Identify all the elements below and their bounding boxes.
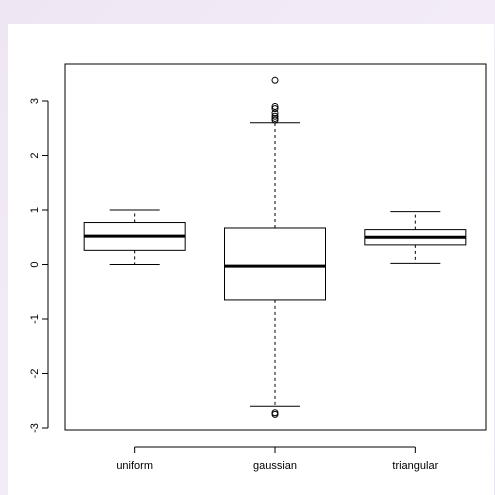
y-tick-label: 1 xyxy=(29,207,41,213)
box-uniform xyxy=(83,209,186,265)
outlier-point xyxy=(271,76,279,84)
box-gaussian xyxy=(224,76,326,418)
outlier-point xyxy=(271,114,279,122)
outlier-point xyxy=(271,102,279,110)
y-tick-label: -2 xyxy=(29,369,41,379)
y-tick-label: 2 xyxy=(29,152,41,158)
boxplot-chart: -3 -2 -1 0 1 2 3 uniform gaussian triangular xyxy=(29,63,487,472)
y-tick-label: 3 xyxy=(29,98,41,104)
outlier-point xyxy=(271,410,279,418)
outlier-point xyxy=(271,112,279,120)
y-tick-label: 0 xyxy=(29,261,41,267)
boxes-group xyxy=(83,76,467,418)
outlier-point xyxy=(271,105,279,113)
x-axis: uniform gaussian triangular xyxy=(116,446,439,472)
plot-frame: -3 -2 -1 0 1 2 3 uniform gaussian triangular xyxy=(8,24,494,495)
x-tick-label: uniform xyxy=(116,460,153,472)
y-tick-label: -1 xyxy=(29,314,41,324)
y-tick-label: -3 xyxy=(29,423,41,433)
box-triangular xyxy=(364,211,467,264)
plot-area-border xyxy=(64,63,487,431)
outlier-point xyxy=(271,109,279,117)
iqr-box xyxy=(224,227,326,301)
x-tick-label: triangular xyxy=(392,460,438,472)
x-tick-label: gaussian xyxy=(253,460,297,472)
y-axis: -3 -2 -1 0 1 2 3 xyxy=(29,98,49,433)
